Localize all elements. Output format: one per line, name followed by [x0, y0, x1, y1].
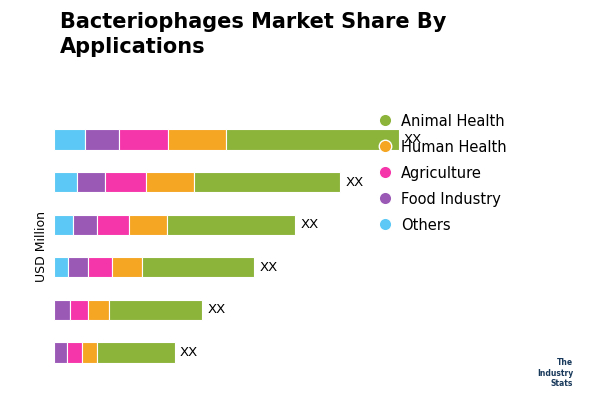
Bar [194, 172, 340, 192]
Bar [97, 342, 175, 362]
Text: XX: XX [180, 346, 198, 359]
Bar [112, 257, 142, 278]
Bar [82, 342, 97, 362]
Text: XX: XX [259, 261, 277, 274]
Text: XX: XX [404, 133, 422, 146]
Bar [73, 214, 97, 235]
Bar [70, 300, 88, 320]
Bar [54, 300, 70, 320]
Bar [129, 214, 167, 235]
Text: XX: XX [345, 176, 364, 189]
Legend: Animal Health, Human Health, Agriculture, Food Industry, Others: Animal Health, Human Health, Agriculture… [382, 114, 506, 233]
Bar [167, 214, 295, 235]
Bar [54, 257, 68, 278]
Bar [85, 130, 119, 150]
Bar [88, 300, 109, 320]
Bar [54, 214, 73, 235]
Bar [54, 130, 85, 150]
Bar [68, 257, 88, 278]
Bar [88, 257, 112, 278]
Bar [119, 130, 167, 150]
Bar [106, 172, 146, 192]
Text: XX: XX [208, 303, 226, 316]
Text: XX: XX [301, 218, 319, 231]
Bar [146, 172, 194, 192]
Bar [167, 130, 226, 150]
Y-axis label: USD Million: USD Million [35, 210, 49, 282]
Text: The
Industry
Stats: The Industry Stats [537, 358, 573, 388]
Bar [226, 130, 398, 150]
Bar [67, 342, 82, 362]
Bar [97, 214, 129, 235]
Bar [54, 172, 77, 192]
Bar [54, 342, 67, 362]
Bar [77, 172, 106, 192]
Bar [142, 257, 254, 278]
Text: Bacteriophages Market Share By
Applications: Bacteriophages Market Share By Applicati… [60, 12, 446, 57]
Bar [109, 300, 202, 320]
